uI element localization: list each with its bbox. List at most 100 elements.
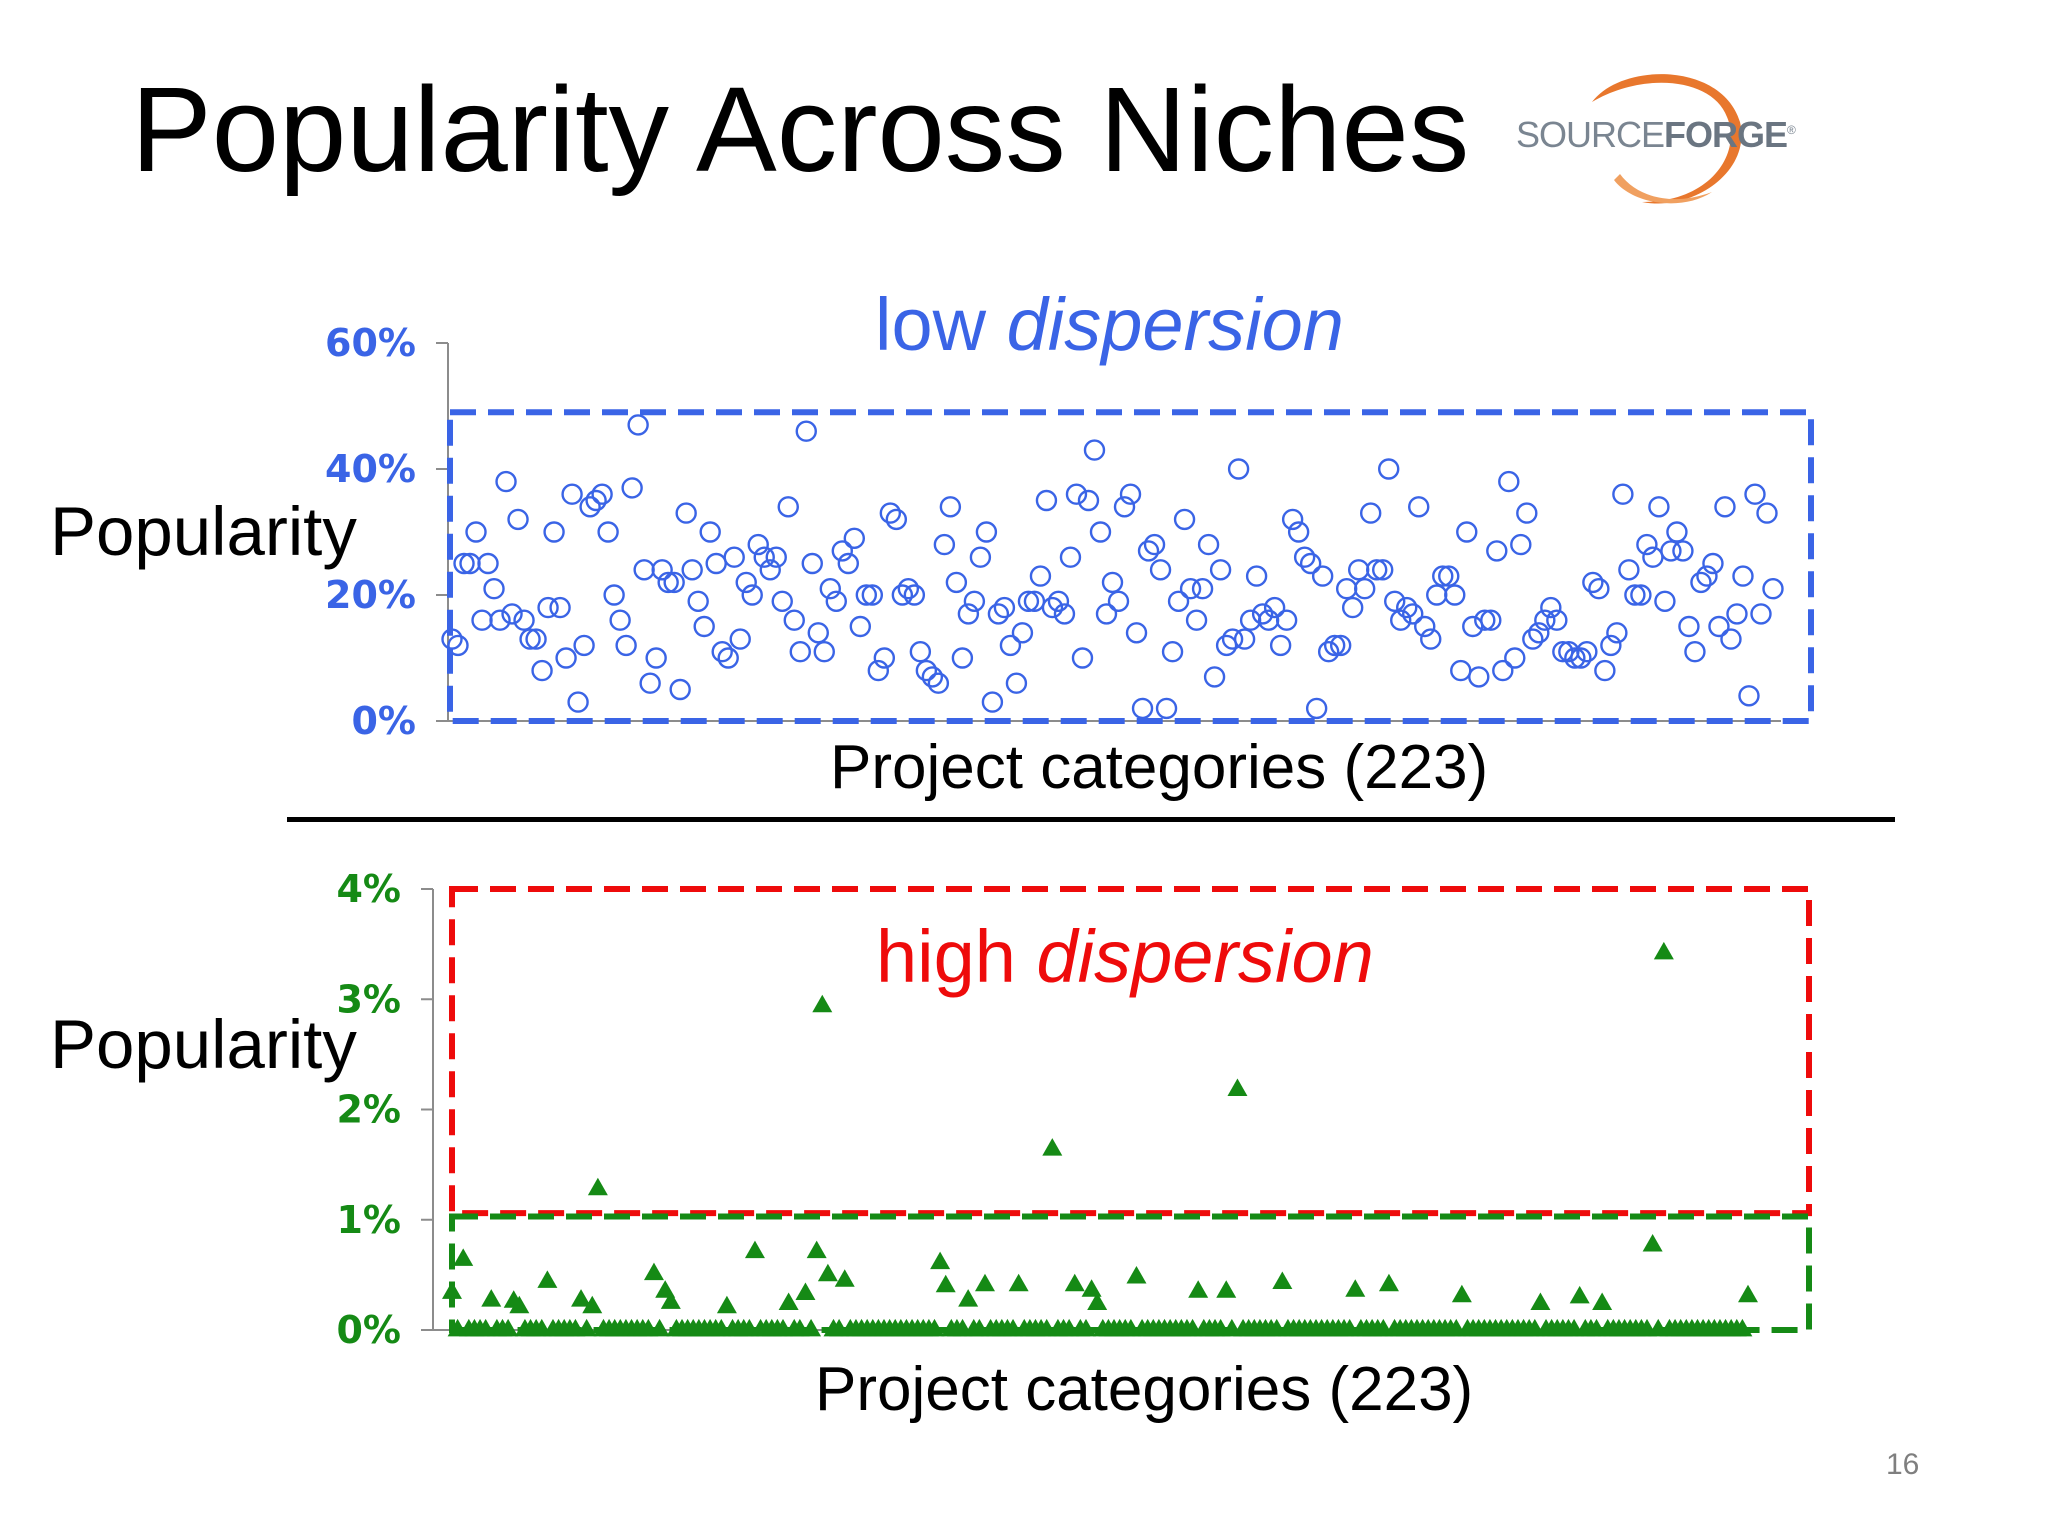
data-point <box>759 559 781 581</box>
data-point <box>1167 590 1190 612</box>
data-point <box>1075 1318 1096 1337</box>
data-point <box>1041 596 1064 619</box>
data-point <box>645 647 667 669</box>
data-point <box>789 641 811 663</box>
data-point <box>711 641 733 663</box>
data-point <box>974 1273 995 1292</box>
data-point <box>509 1295 530 1314</box>
data-point <box>1762 578 1784 600</box>
top-x-axis-label: Project categories (223) <box>830 733 1488 802</box>
logo-wordmark: SOURCEFORGE® <box>1516 114 1796 156</box>
data-point <box>801 1318 822 1337</box>
data-point <box>567 691 589 713</box>
data-point <box>1143 533 1166 556</box>
data-point <box>1498 470 1520 493</box>
data-point <box>1287 521 1310 543</box>
data-point <box>687 590 709 612</box>
data-point <box>1125 622 1148 644</box>
data-point <box>1029 565 1052 587</box>
data-point <box>579 496 601 518</box>
data-point <box>1540 596 1562 619</box>
low-dispersion-scatter-chart: 0% 20% 40% 60% low dispersion Project categ… <box>325 283 1814 802</box>
low-dispersion-italic: dispersion <box>1007 283 1344 366</box>
data-point <box>1414 615 1436 638</box>
data-point <box>1408 496 1430 518</box>
data-point <box>1275 609 1298 631</box>
data-point <box>1606 622 1628 644</box>
data-point <box>771 590 793 612</box>
data-point <box>867 659 890 682</box>
data-point <box>549 596 571 619</box>
data-point <box>513 609 535 631</box>
data-point <box>587 1177 608 1196</box>
data-point <box>621 477 643 499</box>
data-point <box>1227 1078 1248 1097</box>
data-point <box>1293 546 1316 568</box>
data-point <box>1083 439 1106 461</box>
data-point <box>1317 641 1340 663</box>
data-point <box>1636 533 1658 556</box>
data-point <box>993 596 1016 619</box>
data-point <box>1516 502 1538 524</box>
data-point <box>1047 590 1070 612</box>
data-point <box>1353 578 1376 600</box>
y-tick-label: 3% <box>336 977 401 1021</box>
data-point <box>744 1240 765 1259</box>
data-point <box>1113 496 1136 518</box>
data-point <box>615 634 637 657</box>
data-point <box>1059 546 1082 568</box>
data-point <box>1089 521 1112 543</box>
data-point <box>1359 502 1382 524</box>
data-point <box>1221 628 1244 650</box>
data-point <box>1530 1292 1551 1310</box>
data-point <box>873 647 896 669</box>
data-point <box>1345 1279 1366 1297</box>
data-point <box>441 628 463 650</box>
data-point <box>571 1289 592 1307</box>
data-point <box>1588 578 1610 600</box>
data-point <box>453 552 475 575</box>
data-point <box>1126 1265 1147 1284</box>
data-point <box>963 590 986 612</box>
data-point <box>1702 552 1724 575</box>
data-point <box>1576 641 1598 663</box>
data-point <box>735 571 757 594</box>
data-point <box>537 1270 558 1288</box>
data-point <box>1137 540 1160 562</box>
data-point <box>1365 559 1388 581</box>
data-point <box>1329 634 1352 657</box>
data-point <box>1744 483 1766 505</box>
data-point <box>1570 647 1592 669</box>
data-point <box>1618 559 1640 581</box>
data-point <box>1690 571 1712 594</box>
data-point <box>747 533 769 556</box>
y-tick-label: 0% <box>336 1308 401 1352</box>
data-point <box>1582 571 1604 594</box>
data-point <box>1592 1292 1613 1310</box>
data-point <box>939 496 962 518</box>
data-point <box>1233 628 1256 650</box>
low-dispersion-text: low <box>875 283 1007 366</box>
data-point <box>806 1240 827 1259</box>
data-point <box>1726 603 1748 625</box>
data-point <box>1081 1279 1102 1297</box>
data-point <box>1660 540 1682 562</box>
high-dispersion-italic: dispersion <box>1036 915 1373 998</box>
data-point <box>525 628 547 650</box>
data-point <box>582 1295 603 1314</box>
data-point <box>1035 489 1058 512</box>
data-point <box>933 533 956 556</box>
data-point <box>1474 609 1496 631</box>
data-point <box>1269 634 1292 657</box>
data-point <box>561 483 583 505</box>
data-point <box>1077 489 1100 512</box>
bottom-chart-tick-labels: 0% 1% 2% 3% 4% <box>336 867 401 1352</box>
bottom-chart-points <box>442 941 1758 1337</box>
data-point <box>812 994 833 1013</box>
data-point <box>1188 1280 1209 1298</box>
y-tick-label: 20% <box>325 573 416 617</box>
data-point <box>1738 685 1760 707</box>
data-point <box>453 1248 474 1266</box>
data-point <box>1378 458 1400 480</box>
data-point <box>1149 559 1172 581</box>
